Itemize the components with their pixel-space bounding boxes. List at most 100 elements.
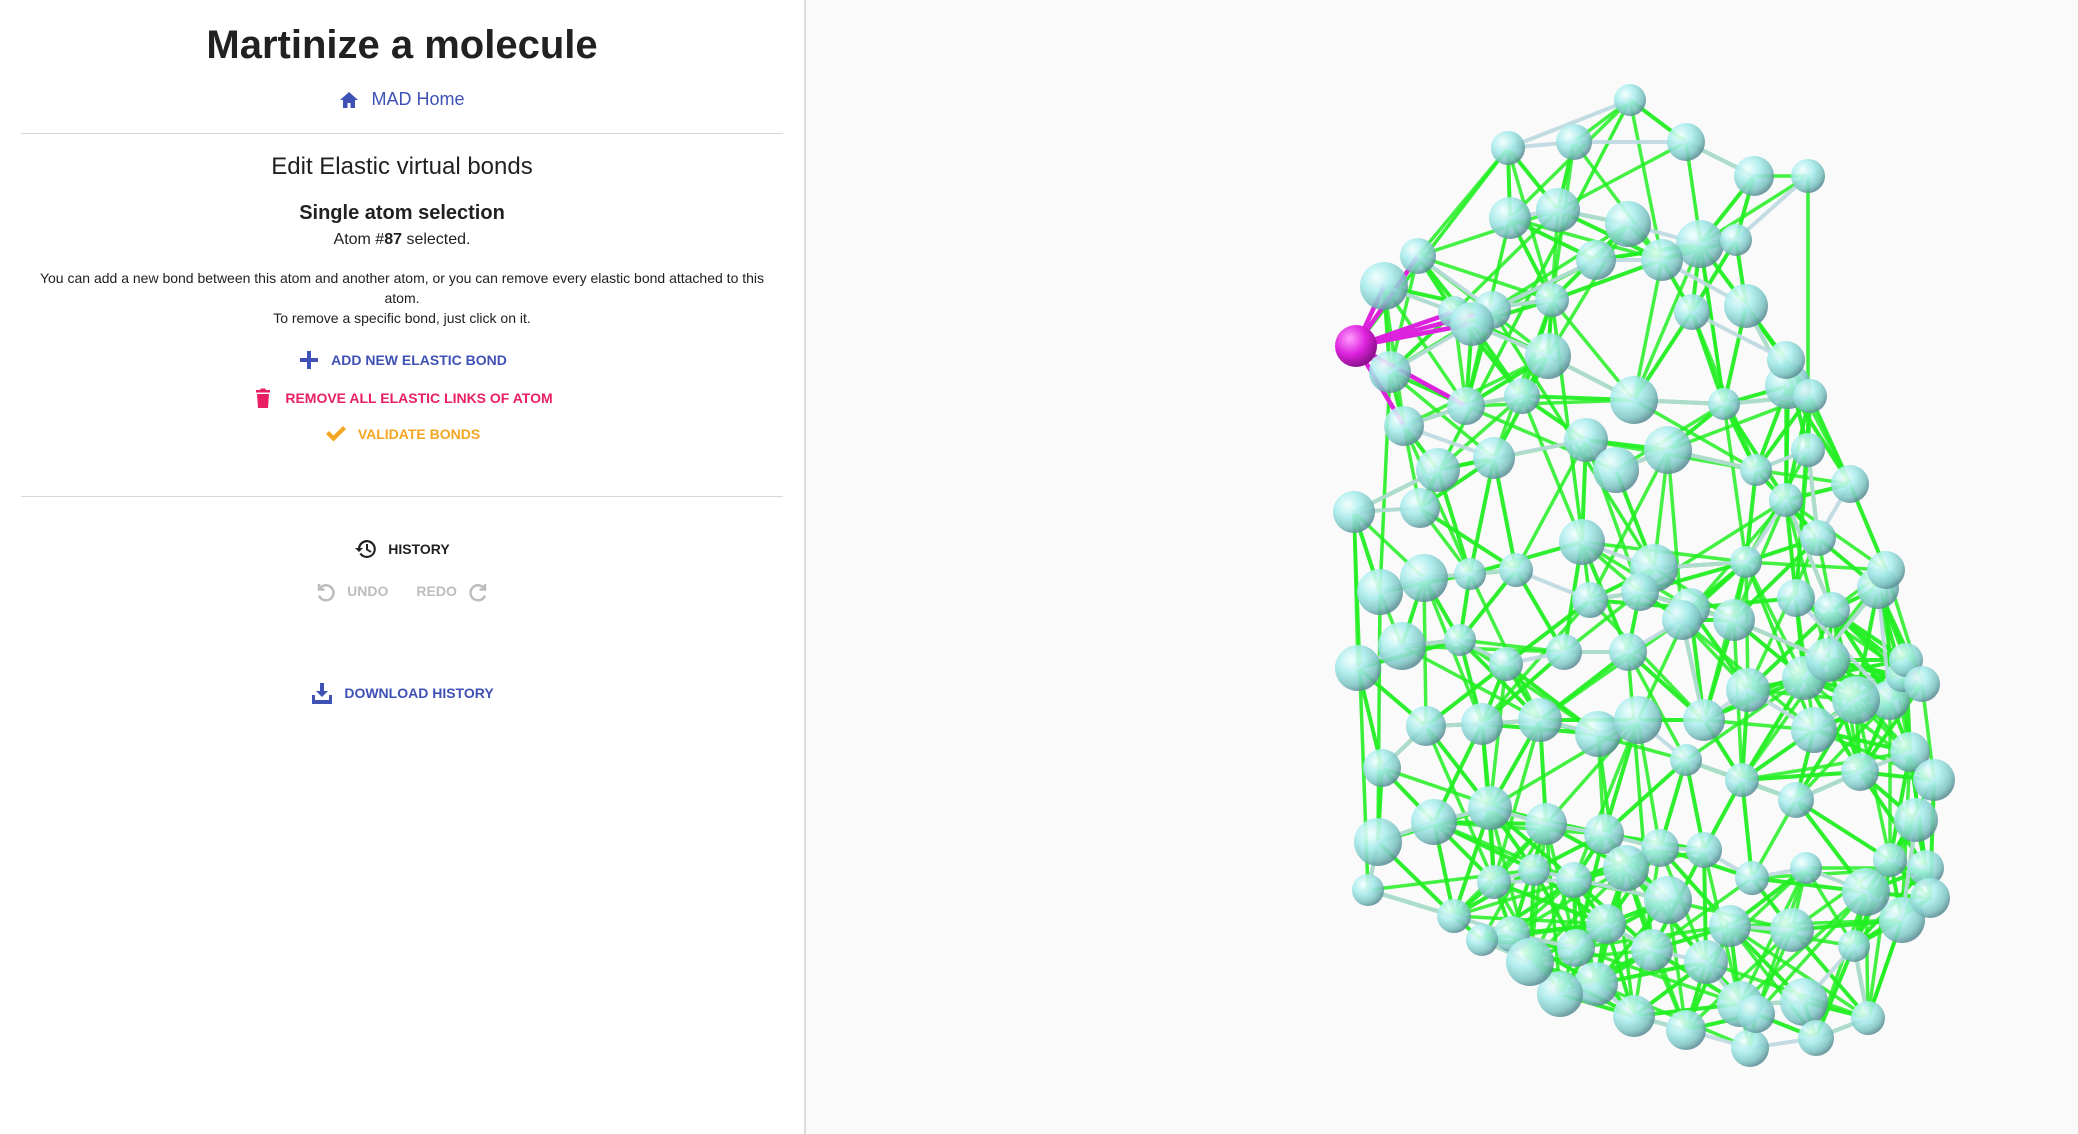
elastic-bond[interactable] — [1378, 370, 1392, 594]
atom[interactable] — [1740, 454, 1772, 486]
atom[interactable] — [1791, 159, 1825, 193]
elastic-bond[interactable] — [1376, 590, 1382, 844]
atom[interactable] — [1662, 600, 1702, 640]
atom[interactable] — [1731, 1029, 1769, 1067]
atom[interactable] — [1406, 706, 1446, 746]
atom[interactable] — [1610, 376, 1658, 424]
atom[interactable] — [1908, 850, 1944, 886]
elastic-bond[interactable] — [1722, 402, 1788, 502]
atom[interactable] — [1378, 622, 1426, 670]
atom[interactable] — [1720, 224, 1752, 256]
atom[interactable] — [1536, 188, 1580, 232]
atom[interactable] — [1384, 406, 1424, 446]
atom[interactable] — [1333, 491, 1375, 533]
atom[interactable] — [1363, 749, 1401, 787]
home-link[interactable]: MAD Home — [339, 89, 465, 110]
atom[interactable] — [1725, 763, 1759, 797]
atom[interactable] — [1614, 696, 1662, 744]
atom[interactable] — [1814, 592, 1850, 628]
atom[interactable] — [1873, 843, 1907, 877]
atom[interactable] — [1473, 437, 1515, 479]
atom[interactable] — [1489, 197, 1531, 239]
atom[interactable] — [1831, 465, 1869, 503]
elastic-bond[interactable] — [1546, 222, 1630, 358]
atom[interactable] — [1609, 633, 1647, 671]
atom[interactable] — [1684, 940, 1728, 984]
atom[interactable] — [1466, 924, 1498, 956]
validate-bonds-button[interactable]: Validate bonds — [316, 416, 488, 452]
molecule-canvas[interactable] — [806, 0, 2078, 1134]
atom[interactable] — [1734, 156, 1774, 196]
elastic-bond[interactable] — [1746, 536, 1820, 692]
atom[interactable] — [1904, 666, 1940, 702]
elastic-bond[interactable] — [1514, 438, 1588, 572]
atom[interactable] — [1769, 483, 1803, 517]
atom[interactable] — [1767, 341, 1805, 379]
elastic-bond[interactable] — [1520, 394, 1584, 544]
atom[interactable] — [1400, 488, 1440, 528]
atom[interactable] — [1670, 744, 1702, 776]
atom[interactable] — [1400, 238, 1436, 274]
atom[interactable] — [1416, 448, 1460, 492]
atom[interactable] — [1525, 803, 1567, 845]
elastic-bond[interactable] — [1684, 140, 1726, 406]
atom[interactable] — [1778, 782, 1814, 818]
atom[interactable] — [1444, 624, 1476, 656]
atom[interactable] — [1841, 753, 1879, 791]
atom[interactable] — [1400, 554, 1448, 602]
atom[interactable] — [1614, 84, 1646, 116]
atom[interactable] — [1641, 829, 1679, 867]
atom[interactable] — [1666, 1010, 1706, 1050]
elastic-bond[interactable] — [1794, 394, 1812, 600]
atom[interactable] — [1535, 283, 1569, 317]
atom[interactable] — [1631, 929, 1673, 971]
elastic-bond[interactable] — [1722, 402, 1748, 564]
elastic-bond[interactable] — [1632, 242, 1702, 402]
history-button[interactable]: History — [346, 531, 457, 567]
atom[interactable] — [1593, 447, 1639, 493]
atom[interactable] — [1793, 379, 1827, 413]
atom[interactable] — [1499, 553, 1533, 587]
atom[interactable] — [1644, 426, 1692, 474]
atom[interactable] — [1335, 645, 1381, 691]
atom[interactable] — [1411, 799, 1457, 845]
atom[interactable] — [1780, 978, 1828, 1026]
atom[interactable] — [1572, 582, 1608, 618]
atom[interactable] — [1644, 876, 1692, 924]
redo-button[interactable]: Redo — [408, 573, 498, 609]
elastic-bond[interactable] — [1740, 770, 1862, 782]
remove-all-links-button[interactable]: Remove all elastic links of atom — [243, 380, 560, 416]
elastic-bond[interactable] — [1400, 644, 1566, 654]
atoms-layer[interactable] — [1333, 84, 1955, 1067]
atom[interactable] — [1504, 378, 1540, 414]
atom[interactable] — [1354, 818, 1402, 866]
atom[interactable] — [1724, 284, 1768, 328]
atom[interactable] — [1468, 786, 1512, 830]
atom[interactable] — [1791, 433, 1825, 467]
atom[interactable] — [1576, 240, 1616, 280]
atom[interactable] — [1518, 698, 1562, 742]
atom[interactable] — [1800, 520, 1836, 556]
atom[interactable] — [1575, 711, 1621, 757]
atom[interactable] — [1357, 569, 1403, 615]
atom[interactable] — [1735, 861, 1769, 895]
selected-atom[interactable] — [1335, 325, 1377, 367]
atom[interactable] — [1798, 1020, 1834, 1056]
atom[interactable] — [1506, 938, 1554, 986]
atom[interactable] — [1713, 599, 1755, 641]
atom[interactable] — [1518, 854, 1550, 886]
atom[interactable] — [1770, 908, 1814, 952]
atom[interactable] — [1556, 862, 1592, 898]
atom[interactable] — [1832, 676, 1880, 724]
atom[interactable] — [1613, 995, 1655, 1037]
undo-button[interactable]: Undo — [305, 573, 396, 609]
atom[interactable] — [1450, 302, 1494, 346]
atom[interactable] — [1683, 699, 1725, 741]
atom[interactable] — [1790, 852, 1822, 884]
atom[interactable] — [1525, 333, 1571, 379]
atom[interactable] — [1447, 387, 1485, 425]
atom[interactable] — [1674, 294, 1710, 330]
elastic-bond[interactable] — [1744, 560, 1816, 732]
atom[interactable] — [1806, 638, 1850, 682]
elastic-bond[interactable] — [1588, 598, 1706, 722]
